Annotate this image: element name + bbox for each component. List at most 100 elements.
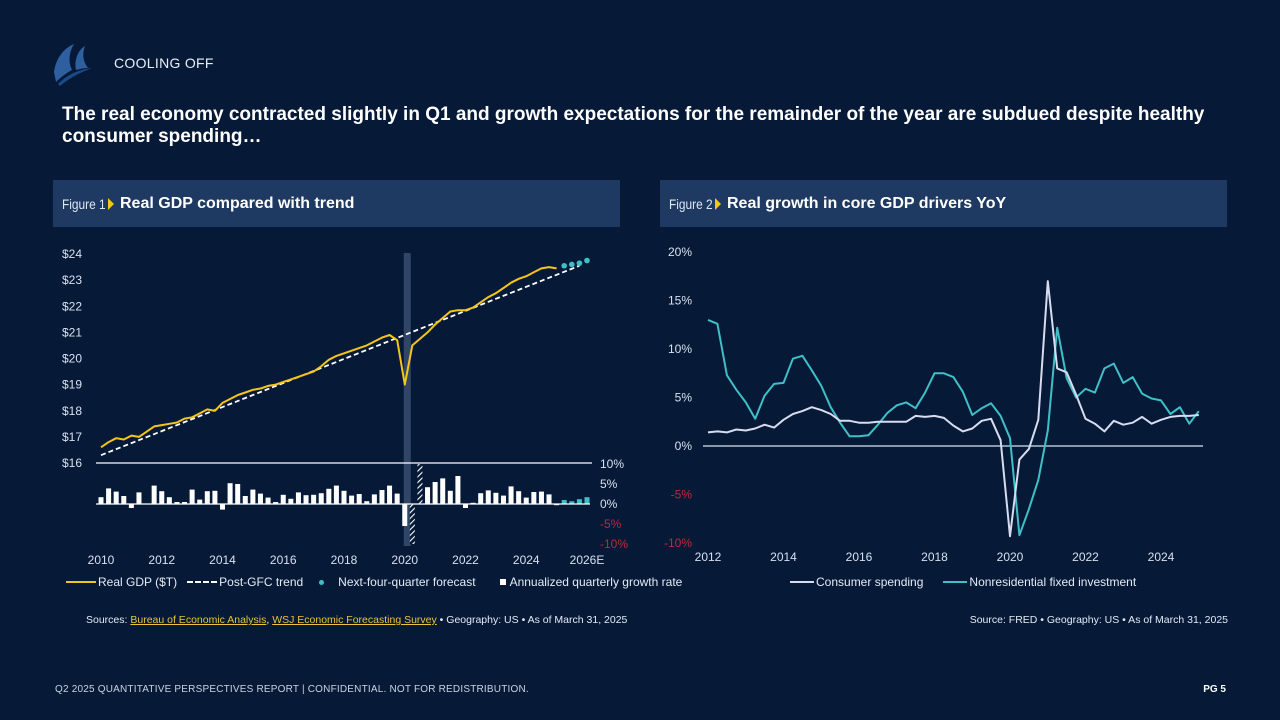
growth-bar [318,493,324,504]
legend-forecast-swatch [319,579,325,585]
nonres-investment-line [707,318,1200,537]
x-tick-label: 2012 [148,553,175,567]
recession-band [403,253,411,546]
growth-bar [531,492,537,504]
growth-bar [364,501,370,504]
growth-bar [220,504,225,510]
figure1-chart: $16 $17 $18 $19 $20 $21 $22 $23 $24 2010 2012 2014 2… [62,247,628,567]
x-tick-label: 2014 [770,550,797,564]
x-tick-label: 2020 [391,553,418,567]
growth-bar [463,504,468,508]
figure2-chart: 20% 15% 10% 5% 0% -5% -10%2012 2014 2016 2018 2020… [664,245,1203,564]
page-headline: The real economy contracted slightly in … [62,104,1205,147]
growth-bar [128,504,134,508]
growth-bar [265,497,271,504]
figure2-legend: Consumer spending Nonresidential fixed i… [790,575,1146,589]
forecast-dot [576,260,583,266]
figure2-source: Source: FRED • Geography: US • As of Mar… [969,614,1228,626]
y-tick-label: 15% [668,294,692,308]
growth-bar [136,492,142,504]
growth-bar [341,490,347,504]
growth-bar [417,464,423,504]
forecast-dot [561,262,568,269]
legend-gdp: Real GDP ($T) [66,575,177,589]
legend-nonres: Nonresidential fixed investment [943,575,1136,589]
growth-bar [561,500,567,504]
growth-bar [485,490,491,504]
growth-bar [227,483,233,504]
growth-bar [356,494,362,504]
trend-line [100,264,580,456]
legend-trend: Post-GFC trend [187,575,303,589]
legend-trend-label: Post-GFC trend [219,575,304,589]
growth-bar [174,502,180,504]
section-kicker: COOLING OFF [114,55,214,71]
legend-forecast: Next-four-quarter forecast [313,575,476,589]
figure2-header: Figure 2 Real growth in core GDP drivers… [660,180,1227,227]
growth-bar [235,484,241,504]
growth-bar [371,494,377,504]
y-tick-label: 5% [675,391,693,405]
legend-forecast-label: Next-four-quarter forecast [338,575,476,589]
consumer-spending-line [707,280,1199,538]
legend-growth-swatch [499,579,506,585]
y-tick-label: $16 [62,456,82,470]
legend-gdp-swatch [66,581,96,583]
figure1-legend: Real GDP ($T) Post-GFC trend Next-four-q… [66,575,692,589]
growth-bar [584,497,590,504]
growth-bar [273,502,279,504]
source-prefix: Sources: [86,614,131,626]
x-tick-label: 2018 [921,550,948,564]
footer-text: Q2 2025 QUANTITATIVE PERSPECTIVES REPORT… [55,684,529,695]
legend-growth: Annualized quarterly growth rate [486,575,682,589]
legend-consumer-label: Consumer spending [816,575,924,589]
growth-bar [538,491,544,504]
growth-bar [387,485,393,504]
caret-right-icon [108,197,114,210]
forecast-dot [569,261,575,268]
y-tick-label: $24 [62,247,82,261]
growth-bar [106,488,112,504]
growth-bar [500,495,506,504]
gdp-line [100,266,557,449]
growth-bar [311,494,317,504]
source-link-wsj[interactable]: WSJ Economic Forecasting Survey [272,614,437,626]
y-tick-label: $23 [62,273,82,287]
legend-nonres-label: Nonresidential fixed investment [969,575,1137,589]
growth-bar [166,497,172,504]
growth-bar [98,497,104,504]
figure2-number: Figure 2 [669,195,713,212]
legend-consumer-swatch [790,581,814,583]
x-tick-label: 2022 [1072,550,1099,564]
y-tick-label: $21 [62,325,82,339]
growth-bar [204,491,210,504]
x-tick-label: 2016 [270,553,297,567]
growth-bar [326,488,332,504]
growth-bar [121,496,127,504]
x-tick-label: 2022 [452,553,479,567]
growth-bar [478,493,484,504]
growth-bar [242,496,248,504]
source-link-bea[interactable]: Bureau of Economic Analysis [130,614,267,626]
x-tick-label: 2026E [570,553,605,567]
growth-bar [303,495,309,504]
bar-y-tick-label: 5% [600,477,618,491]
growth-bar [379,490,385,504]
bar-y-tick-label: 10% [600,457,624,471]
page-number: PG 5 [1203,684,1226,695]
x-tick-label: 2024 [1148,550,1175,564]
growth-bar [288,498,294,504]
x-tick-label: 2012 [695,550,722,564]
x-tick-label: 2010 [88,553,115,567]
y-tick-label: $17 [62,430,82,444]
legend-consumer: Consumer spending [790,575,923,589]
growth-bar [333,485,339,504]
growth-bar [280,494,286,504]
growth-bar [409,504,415,544]
growth-bar [295,492,301,504]
growth-bar [569,501,575,504]
growth-bar [508,486,514,504]
x-tick-label: 2024 [513,553,540,567]
growth-bar [189,489,195,504]
growth-bar [440,478,446,504]
